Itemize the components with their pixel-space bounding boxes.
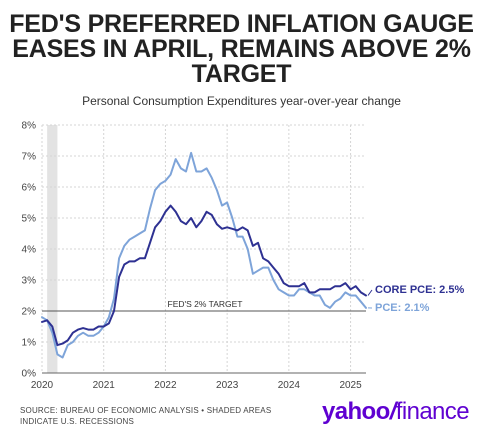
x-tick-label: 2020 <box>31 380 54 391</box>
source-line: SOURCE: BUREAU OF ECONOMIC ANALYSIS • SH… <box>20 406 272 415</box>
logo-finance: finance <box>395 398 470 425</box>
chart-title: FED'S PREFERRED INFLATION GAUGE EASES IN… <box>0 12 483 87</box>
series-line-pce <box>41 151 367 359</box>
chart-subtitle: Personal Consumption Expenditures year-o… <box>82 94 401 108</box>
logo-slash: / <box>389 398 397 425</box>
y-tick-label: 4% <box>22 245 37 256</box>
series-line-core-pce <box>41 204 367 347</box>
y-tick-label: 3% <box>22 276 37 287</box>
y-tick-label: 6% <box>22 183 37 194</box>
series-end-label: PCE: 2.1% <box>375 302 430 314</box>
x-tick-label: 2025 <box>339 380 362 391</box>
end-label-leader <box>367 289 373 296</box>
series-end-label: CORE PCE: 2.5% <box>375 284 464 296</box>
y-tick-label: 2% <box>22 307 37 318</box>
y-tick-label: 5% <box>22 214 37 225</box>
x-tick-label: 2024 <box>278 380 301 391</box>
y-tick-label: 7% <box>22 152 37 163</box>
y-tick-label: 1% <box>22 338 37 349</box>
target-line-label: FED'S 2% TARGET <box>168 299 243 309</box>
recession-shade <box>47 125 58 373</box>
x-tick-label: 2023 <box>216 380 239 391</box>
logo-yahoo: yahoo <box>322 398 390 425</box>
source-note: SOURCE: BUREAU OF ECONOMIC ANALYSIS • SH… <box>20 405 271 427</box>
source-line: INDICATE U.S. RECESSIONS <box>20 417 135 426</box>
title-line: TARGET <box>191 60 292 88</box>
y-tick-label: 8% <box>22 121 37 132</box>
yahoo-finance-logo: yahoo/finance <box>322 398 470 426</box>
x-tick-label: 2022 <box>154 380 177 391</box>
x-tick-label: 2021 <box>93 380 116 391</box>
title-line: FED'S PREFERRED INFLATION GAUGE <box>9 10 474 38</box>
y-tick-label: 0% <box>22 369 37 380</box>
title-line: EASES IN APRIL, REMAINS ABOVE 2% <box>12 35 471 63</box>
